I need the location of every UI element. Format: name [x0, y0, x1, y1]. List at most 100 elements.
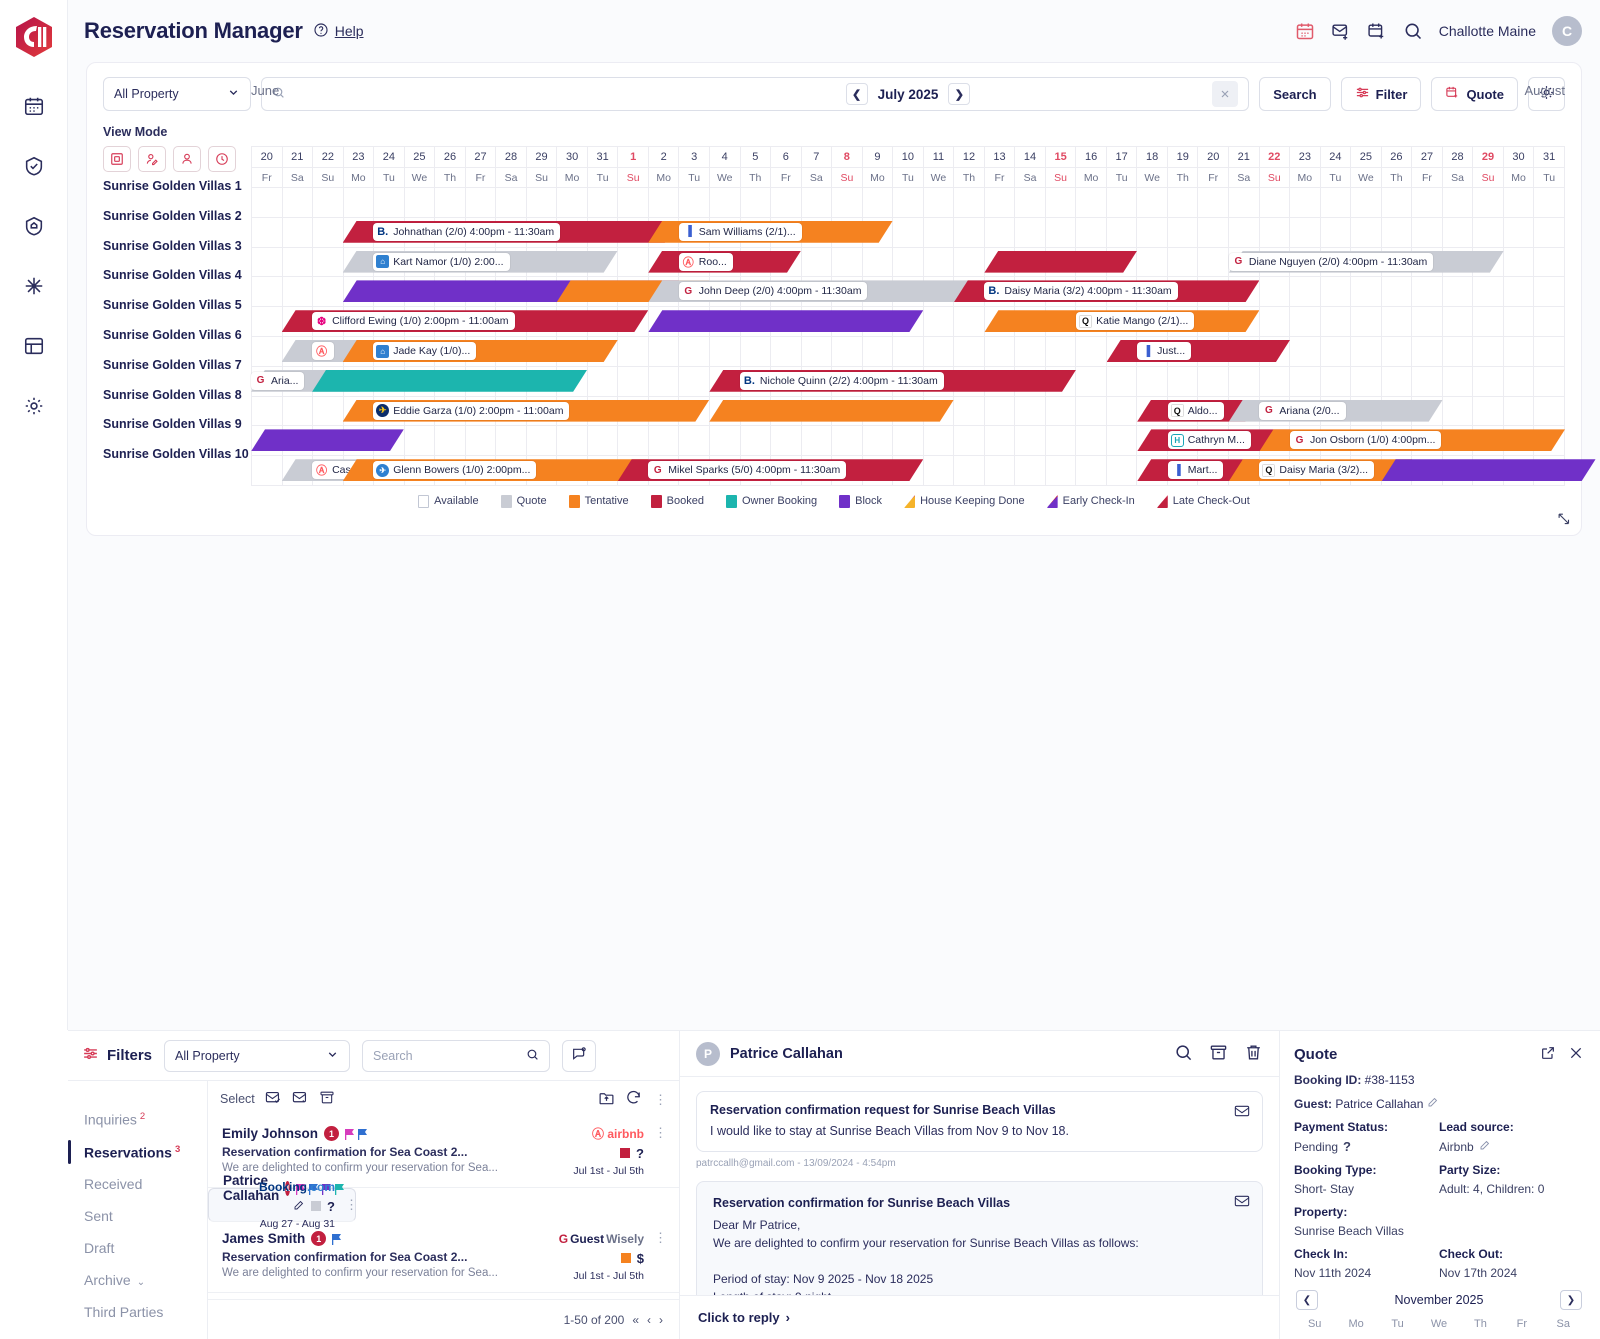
- calendar-cell[interactable]: [1075, 395, 1107, 427]
- mark-read-icon[interactable]: [265, 1090, 282, 1108]
- calendar-cell[interactable]: [1533, 365, 1565, 397]
- calendar-cell[interactable]: [983, 187, 1016, 218]
- calendar-cell[interactable]: [1105, 455, 1138, 486]
- thread-list-item[interactable]: Patrice Callahan1Reservation confirmatio…: [208, 1173, 358, 1230]
- list-more-icon[interactable]: ⋮: [654, 1091, 667, 1107]
- close-icon[interactable]: [1568, 1045, 1584, 1064]
- calendar-alert-icon[interactable]: [1295, 21, 1315, 41]
- calendar-settings-button[interactable]: [1528, 77, 1565, 111]
- booking-chip[interactable]: H Cathryn M...: [1167, 431, 1251, 450]
- calendar-cell[interactable]: [586, 365, 619, 397]
- booking-bar[interactable]: B. Johnathan (2/0) 4:00pm - 11:30am: [343, 221, 679, 243]
- calendar-cell[interactable]: [1502, 276, 1535, 308]
- calendar-cell[interactable]: [739, 187, 772, 218]
- layout-icon[interactable]: [14, 326, 54, 366]
- calendar-cell[interactable]: [1044, 455, 1077, 486]
- calendar-cell[interactable]: [1166, 187, 1199, 218]
- calendar-cell[interactable]: [1014, 187, 1046, 218]
- calendar-cell[interactable]: [922, 335, 955, 367]
- calendar-cell[interactable]: [800, 335, 833, 367]
- calendar-cell[interactable]: [1014, 455, 1046, 486]
- calendar-cell[interactable]: [586, 187, 619, 218]
- calendar-cell[interactable]: [281, 395, 314, 427]
- room-label[interactable]: Sunrise Golden Villas 1: [103, 179, 242, 193]
- calendar-cell[interactable]: [1533, 395, 1565, 427]
- room-label[interactable]: Sunrise Golden Villas 7: [103, 357, 242, 372]
- calendar-cell[interactable]: [831, 246, 863, 278]
- calendar-cell[interactable]: [831, 335, 863, 367]
- calendar-cell[interactable]: [1502, 365, 1535, 397]
- calendar-cell[interactable]: [1502, 246, 1535, 278]
- delete-icon[interactable]: [1244, 1043, 1263, 1065]
- calendar-cell[interactable]: [1105, 395, 1138, 427]
- calendar-cell[interactable]: [892, 246, 924, 278]
- resize-handle-icon[interactable]: [1556, 511, 1571, 529]
- calendar-cell[interactable]: [312, 276, 344, 308]
- booking-chip[interactable]: ▐ Sam Williams (2/1)...: [678, 222, 802, 241]
- booking-bar[interactable]: Q Aldo...: [1137, 400, 1259, 422]
- booking-bar[interactable]: B. Nichole Quinn (2/2) 4:00pm - 11:30am: [709, 370, 1076, 392]
- calendar-cell[interactable]: [281, 216, 314, 248]
- flag-icon[interactable]: [332, 1233, 342, 1245]
- calendar-cell[interactable]: [403, 187, 436, 218]
- calendar-cell[interactable]: [434, 425, 466, 457]
- flag-icon[interactable]: [296, 1183, 306, 1195]
- calendar-cell[interactable]: [678, 365, 710, 397]
- calendar-cell[interactable]: [1105, 187, 1138, 218]
- inbox-property-select[interactable]: All Property: [164, 1039, 351, 1072]
- thread-list-item[interactable]: James Smith 1 Reservation confirmation for…: [208, 1222, 679, 1293]
- calendar-cell[interactable]: [1319, 365, 1352, 397]
- sidebar-item-sent[interactable]: Sent: [68, 1200, 207, 1232]
- quote-button[interactable]: Quote: [1431, 77, 1518, 111]
- booking-bar[interactable]: [312, 370, 587, 392]
- booking-chip[interactable]: ⌂ Kart Namor (1/0) 2:00...: [373, 252, 510, 271]
- room-label[interactable]: Sunrise Golden Villas 6: [103, 327, 242, 342]
- calendar-cell[interactable]: [1533, 216, 1565, 248]
- calendar-cell[interactable]: [1319, 216, 1352, 248]
- calendar-cell[interactable]: [892, 335, 924, 367]
- calendar-cell[interactable]: [800, 246, 833, 278]
- calendar-cell[interactable]: [1502, 335, 1535, 367]
- calendar-cell[interactable]: [1228, 365, 1260, 397]
- calendar-cell[interactable]: [1075, 335, 1107, 367]
- calendar-cell[interactable]: [1258, 276, 1291, 308]
- calendar-cell[interactable]: [800, 425, 833, 457]
- calendar-cell[interactable]: [1197, 187, 1229, 218]
- booking-bar[interactable]: ▐ Sam Williams (2/1)...: [648, 221, 892, 243]
- view-mode-unit-icon[interactable]: [103, 146, 131, 172]
- calendar-cell[interactable]: [1258, 365, 1291, 397]
- calendar-cell[interactable]: [1075, 425, 1107, 457]
- archive-icon[interactable]: [1209, 1043, 1228, 1065]
- flag-icon[interactable]: [358, 1128, 368, 1140]
- calendar-cell[interactable]: [1014, 335, 1046, 367]
- calendar-cell[interactable]: [861, 335, 894, 367]
- clear-search-icon[interactable]: [1212, 81, 1239, 107]
- calendar-cell[interactable]: [1228, 187, 1260, 218]
- calendar-cell[interactable]: [1014, 216, 1046, 248]
- inbox-chat-button[interactable]: [562, 1039, 597, 1072]
- reply-bar[interactable]: Click to reply ›: [680, 1295, 1279, 1339]
- calendar-cell[interactable]: [1075, 455, 1107, 486]
- booking-chip[interactable]: B. Nichole Quinn (2/2) 4:00pm - 11:30am: [739, 371, 944, 390]
- calendar-cell[interactable]: [708, 425, 741, 457]
- calendar-cell[interactable]: [708, 335, 741, 367]
- room-label[interactable]: Sunrise Golden Villas 5: [103, 298, 242, 313]
- calendar-cell[interactable]: [281, 276, 314, 308]
- calendar-cell[interactable]: [678, 335, 710, 367]
- booking-chip[interactable]: Q Daisy Maria (3/2)...: [1259, 461, 1375, 480]
- calendar-cell[interactable]: [831, 425, 863, 457]
- booking-bar[interactable]: ❆ Clifford Ewing (1/0) 2:00pm - 11:00am: [282, 310, 649, 332]
- calendar-cell[interactable]: [1044, 187, 1077, 218]
- prev-month-button[interactable]: ❮: [845, 83, 868, 105]
- calendar-cell[interactable]: [861, 246, 894, 278]
- thread-more-icon[interactable]: ⋮: [345, 1197, 358, 1212]
- calendar-cell[interactable]: [831, 187, 863, 218]
- calendar-cell[interactable]: [1166, 216, 1199, 248]
- mark-unread-icon[interactable]: [292, 1090, 309, 1108]
- calendar-cell[interactable]: [1014, 425, 1046, 457]
- booking-chip[interactable]: ⌂ Jade Kay (1/0)...: [373, 342, 477, 360]
- booking-chip[interactable]: G Aria...: [251, 371, 305, 390]
- calendar-cell[interactable]: [1472, 216, 1504, 248]
- first-page-icon[interactable]: «: [632, 1312, 639, 1327]
- calendar-cell[interactable]: [953, 246, 985, 278]
